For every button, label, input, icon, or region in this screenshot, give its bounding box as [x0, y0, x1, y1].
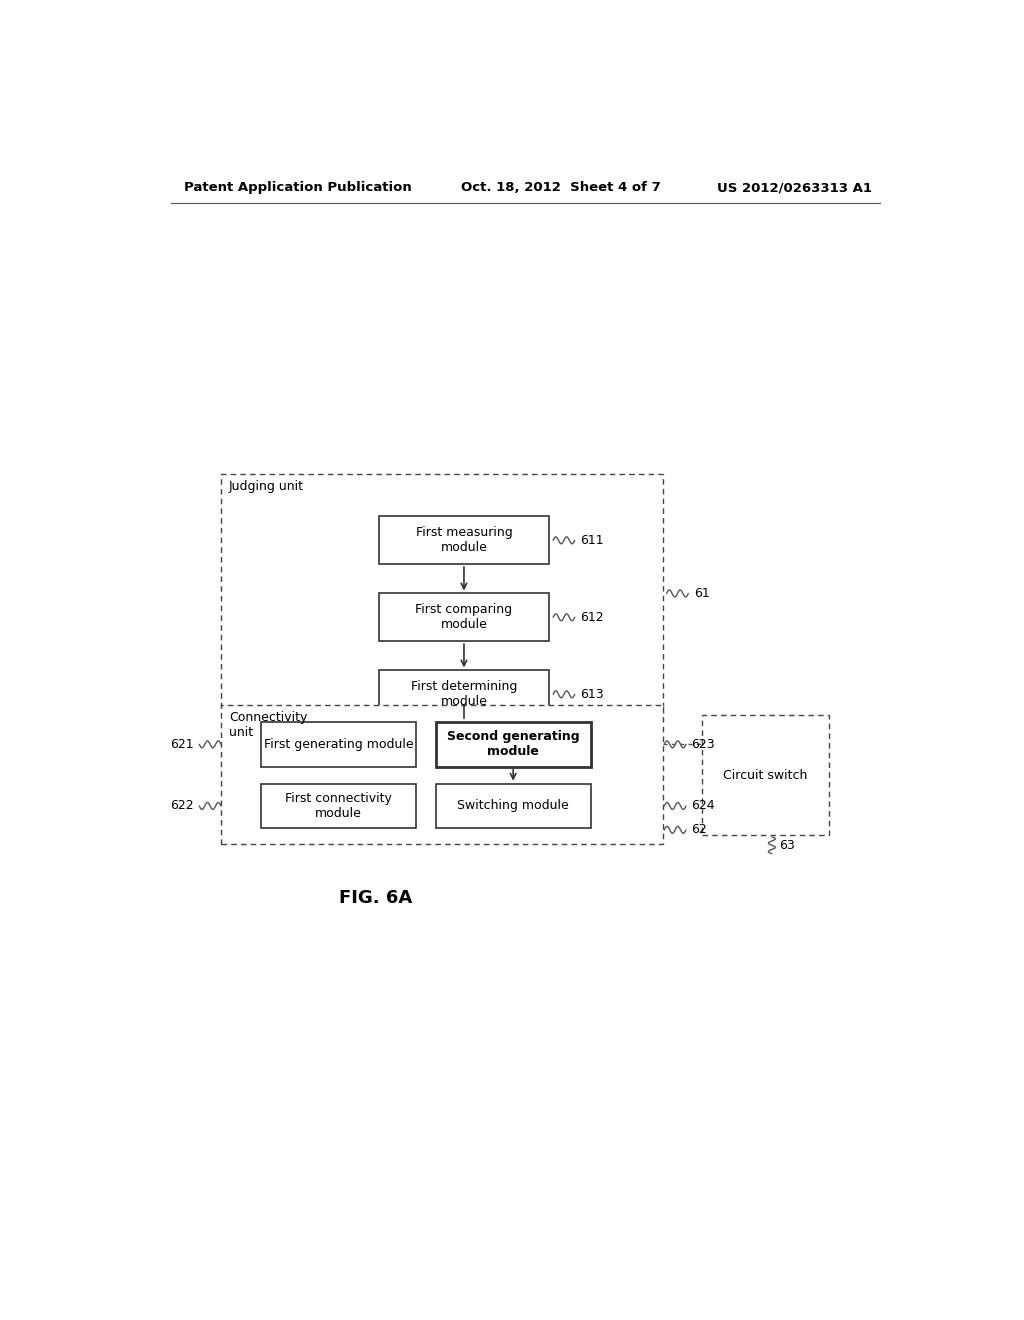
Text: Oct. 18, 2012  Sheet 4 of 7: Oct. 18, 2012 Sheet 4 of 7 — [461, 181, 662, 194]
Text: 621: 621 — [170, 738, 194, 751]
Text: 624: 624 — [691, 800, 715, 813]
Text: 611: 611 — [581, 533, 604, 546]
Bar — [435, 722, 591, 767]
Text: Connectivity
unit: Connectivity unit — [228, 711, 307, 739]
Bar — [701, 715, 829, 836]
Text: First connectivity
module: First connectivity module — [286, 792, 392, 820]
Text: Second generating
module: Second generating module — [446, 730, 580, 759]
Text: Judging unit: Judging unit — [228, 480, 304, 494]
Text: Switching module: Switching module — [458, 800, 569, 813]
Text: 613: 613 — [581, 688, 604, 701]
Text: First comparing
module: First comparing module — [416, 603, 513, 631]
Text: 63: 63 — [779, 838, 796, 851]
Text: 62: 62 — [691, 824, 708, 837]
Bar — [221, 705, 663, 843]
Text: 61: 61 — [693, 587, 710, 601]
Text: 622: 622 — [170, 800, 194, 813]
Bar — [435, 784, 591, 829]
Bar — [221, 474, 663, 713]
Text: Circuit switch: Circuit switch — [723, 768, 808, 781]
Bar — [379, 516, 549, 564]
Text: FIG. 6A: FIG. 6A — [339, 888, 413, 907]
Text: 612: 612 — [581, 611, 604, 624]
Text: First measuring
module: First measuring module — [416, 527, 512, 554]
Text: Patent Application Publication: Patent Application Publication — [183, 181, 412, 194]
Bar — [379, 594, 549, 642]
Text: US 2012/0263313 A1: US 2012/0263313 A1 — [717, 181, 872, 194]
Text: First generating module: First generating module — [264, 738, 414, 751]
Text: 623: 623 — [691, 738, 715, 751]
Bar — [261, 722, 417, 767]
Bar — [261, 784, 417, 829]
Text: First determining
module: First determining module — [411, 680, 517, 709]
Bar — [379, 671, 549, 718]
